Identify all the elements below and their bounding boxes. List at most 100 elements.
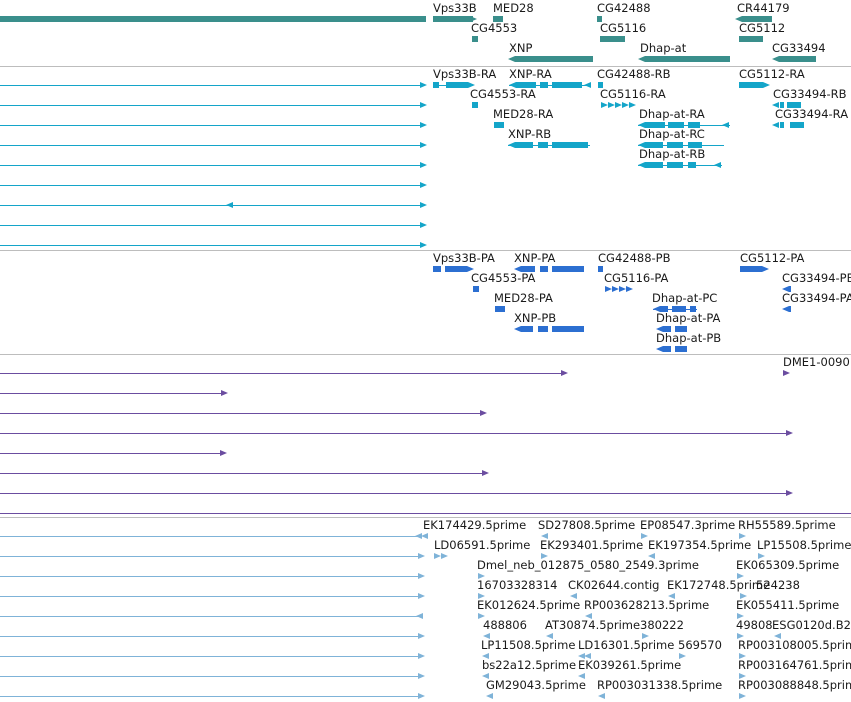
est-label[interactable]: RP003031338.5prime [597, 678, 723, 692]
gene-label[interactable]: CG5116 [600, 21, 647, 35]
exon[interactable] [516, 82, 536, 88]
exon[interactable] [433, 82, 439, 88]
transcript-label[interactable]: CG33494-RA [775, 107, 849, 121]
cds[interactable] [473, 286, 479, 292]
cds[interactable] [521, 266, 535, 272]
est-label[interactable]: LP11508.5prime [481, 638, 576, 652]
transcript-label[interactable]: XNP-RA [509, 67, 552, 81]
cds[interactable] [538, 326, 548, 332]
est-label[interactable]: GM29043.5prime [486, 678, 586, 692]
cds[interactable] [433, 266, 441, 272]
alignment-line[interactable] [0, 473, 482, 474]
transcript-label[interactable]: XNP-RB [508, 127, 552, 141]
transcript-line[interactable] [0, 145, 422, 146]
transcript-label[interactable]: CG33494-RB [773, 87, 847, 101]
est-label[interactable]: 524238 [756, 578, 800, 592]
exon[interactable] [645, 142, 663, 148]
est-label[interactable]: EK065309.5prime [736, 558, 840, 572]
cds[interactable] [598, 266, 603, 272]
transcript-line[interactable] [0, 245, 422, 246]
transcript-label[interactable]: Vps33B-RA [433, 67, 497, 81]
exon[interactable] [552, 142, 588, 148]
gene-feature[interactable] [472, 36, 478, 42]
protein-label[interactable]: CG5116-PA [604, 271, 669, 285]
alignment-line[interactable] [0, 373, 562, 374]
est-line[interactable] [0, 696, 420, 697]
est-label[interactable]: CK02644.contig [568, 578, 660, 592]
transcript-line[interactable] [0, 225, 422, 226]
cds[interactable] [789, 306, 791, 312]
est-line[interactable] [0, 536, 420, 537]
gene-feature[interactable] [597, 16, 602, 22]
est-label[interactable]: LP15508.5prime [757, 538, 851, 552]
gene-label[interactable]: MED28 [493, 1, 534, 15]
est-label[interactable]: RP003088848.5prime [738, 678, 851, 692]
gene-label[interactable]: CG4553 [471, 21, 518, 35]
protein-label[interactable]: XNP-PA [514, 251, 556, 265]
gene-label[interactable]: CG33494 [772, 41, 826, 55]
cds[interactable] [740, 266, 762, 272]
cds[interactable] [663, 326, 671, 332]
alignment-line[interactable] [0, 493, 786, 494]
alignment-line[interactable] [0, 433, 786, 434]
transcript-line[interactable] [0, 165, 422, 166]
alignment-line[interactable] [0, 413, 480, 414]
gene-feature[interactable] [742, 16, 772, 22]
est-label[interactable]: RH55589.5prime [738, 518, 836, 532]
exon[interactable] [739, 82, 763, 88]
cds[interactable] [445, 266, 467, 272]
gene-feature[interactable] [739, 36, 763, 42]
protein-label[interactable]: CG4553-PA [471, 271, 536, 285]
est-line[interactable] [0, 576, 420, 577]
cds[interactable] [690, 306, 696, 312]
protein-label[interactable]: XNP-PB [514, 311, 557, 325]
protein-label[interactable]: CG42488-PB [598, 251, 671, 265]
protein-label[interactable]: Vps33B-PA [433, 251, 495, 265]
gene-feature[interactable] [515, 56, 593, 62]
est-label[interactable]: LD16301.5prime [578, 638, 675, 652]
exon[interactable] [780, 122, 784, 128]
exon[interactable] [688, 142, 702, 148]
est-label[interactable]: EK197354.5prime [648, 538, 752, 552]
exon[interactable] [494, 122, 504, 128]
gene-label[interactable]: Vps33B [433, 1, 477, 15]
protein-label[interactable]: CG33494-PB [782, 271, 851, 285]
transcript-line[interactable] [0, 185, 422, 186]
cds[interactable] [540, 266, 548, 272]
transcript-label[interactable]: CG5116-RA [600, 87, 666, 101]
transcript-line[interactable] [0, 105, 422, 106]
est-label[interactable]: AT30874.5prime [545, 618, 641, 632]
exon[interactable] [688, 122, 700, 128]
est-label[interactable]: EP08547.3prime [640, 518, 736, 532]
gene-label[interactable]: CG5112 [739, 21, 786, 35]
protein-label[interactable]: Dhap-at-PA [656, 311, 721, 325]
exon[interactable] [472, 102, 478, 108]
est-label[interactable]: SD27808.5prime [538, 518, 636, 532]
est-line[interactable] [0, 676, 420, 677]
cds[interactable] [660, 306, 668, 312]
transcript-line[interactable] [0, 205, 422, 206]
est-line[interactable] [0, 636, 420, 637]
est-label[interactable]: EK172748.5prime [667, 578, 771, 592]
est-label[interactable]: EK039261.5prime [578, 658, 682, 672]
est-label[interactable]: RP003628213.5prime [584, 598, 710, 612]
est-line[interactable] [0, 656, 420, 657]
protein-label[interactable]: CG5112-PA [740, 251, 805, 265]
alignment-label[interactable]: DME1-0090 [783, 355, 850, 369]
exon[interactable] [538, 142, 548, 148]
transcript-label[interactable]: CG5112-RA [739, 67, 805, 81]
gene-label[interactable]: CR44179 [737, 1, 790, 15]
transcript-label[interactable]: Dhap-at-RB [639, 147, 706, 161]
est-label[interactable]: RP003164761.5prime [738, 658, 851, 672]
est-label[interactable]: bs22a12.5prime [482, 658, 577, 672]
gene-feature[interactable] [779, 56, 816, 62]
cds[interactable] [663, 346, 671, 352]
est-label[interactable]: RP003108005.5prime [738, 638, 851, 652]
gene-feature[interactable] [600, 36, 625, 42]
exon[interactable] [667, 162, 683, 168]
exon[interactable] [688, 162, 696, 168]
est-label[interactable]: LD06591.5prime [434, 538, 531, 552]
transcript-label[interactable]: Dhap-at-RC [639, 127, 705, 141]
est-line[interactable] [0, 556, 420, 557]
exon[interactable] [645, 162, 663, 168]
